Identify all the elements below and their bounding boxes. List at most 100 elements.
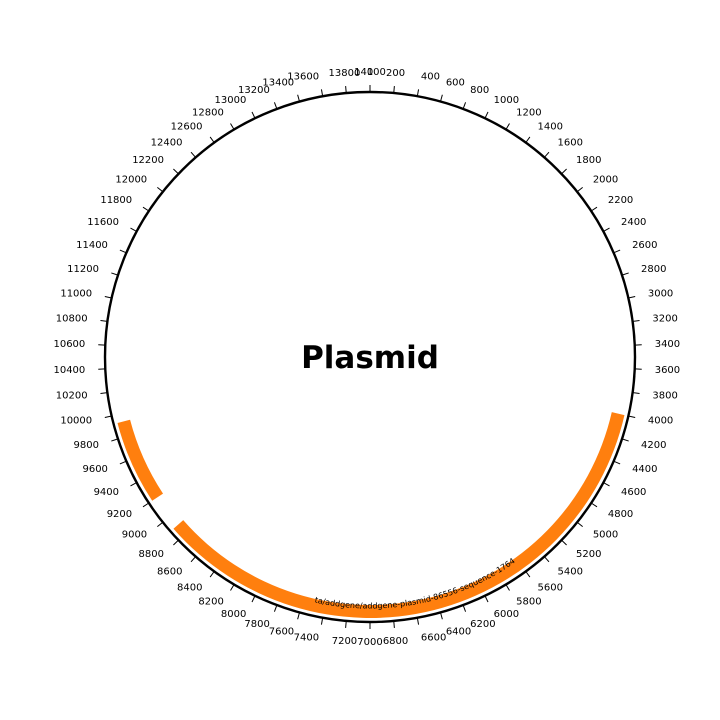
tick-label: 12600: [171, 121, 203, 132]
tick-label: 13600: [287, 72, 319, 83]
tick-mark: [590, 502, 598, 508]
tick-label: 4600: [621, 487, 646, 498]
tick-label: 2400: [621, 217, 646, 228]
tick-mark: [543, 556, 550, 563]
tick-label: 13200: [238, 85, 270, 96]
tick-mark: [190, 151, 197, 158]
tick-label: 800: [470, 85, 489, 96]
tick-label: 11000: [60, 289, 92, 300]
tick-label: 200: [386, 68, 405, 79]
tick-mark: [104, 295, 112, 299]
tick-label: 2600: [632, 240, 657, 251]
tick-label: 10200: [56, 390, 88, 401]
tick-label: 1: [367, 67, 373, 78]
tick-label: 7800: [244, 619, 269, 630]
tick-label: 1600: [558, 137, 583, 148]
tick-mark: [142, 206, 150, 212]
tick-mark: [209, 136, 215, 143]
tick-label: 3000: [648, 289, 673, 300]
tick-mark: [525, 571, 531, 578]
tick-label: 4400: [632, 464, 657, 475]
tick-label: 10400: [53, 365, 85, 376]
tick-mark: [142, 502, 150, 508]
tick-label: 13000: [215, 95, 247, 106]
tick-label: 3400: [655, 339, 680, 350]
tick-label: 11200: [67, 264, 99, 275]
tick-mark: [484, 595, 489, 603]
tick-mark: [613, 249, 621, 254]
tick-mark: [157, 187, 164, 193]
tick-mark: [111, 272, 119, 276]
tick-label: 6200: [470, 619, 495, 630]
tick-mark: [297, 612, 300, 620]
tick-label: 7000: [357, 637, 382, 648]
tick-label: 10600: [53, 339, 85, 350]
tick-label: 1200: [516, 107, 541, 118]
tick-label: 8000: [221, 609, 246, 620]
tick-mark: [440, 612, 443, 620]
tick-label: 13800: [329, 68, 361, 79]
tick-label: 6400: [446, 627, 471, 638]
tick-label: 1000: [494, 95, 519, 106]
tick-label: 12000: [115, 174, 147, 185]
tick-label: 600: [446, 77, 465, 88]
tick-label: 6000: [494, 609, 519, 620]
features: data/addgene/addgene-plasmid-86556-seque…: [0, 0, 625, 618]
tick-mark: [297, 94, 300, 102]
tick-label: 2200: [608, 195, 633, 206]
tick-label: 4200: [641, 440, 666, 451]
tick-label: 6800: [383, 636, 408, 647]
tick-label: 12800: [192, 107, 224, 118]
tick-mark: [416, 617, 420, 625]
tick-label: 14000: [354, 67, 386, 78]
tick-label: 10800: [56, 314, 88, 325]
tick-mark: [628, 415, 636, 419]
tick-label: 8600: [157, 567, 182, 578]
tick-mark: [100, 392, 108, 395]
tick-mark: [130, 227, 137, 232]
tick-mark: [613, 460, 621, 465]
plasmid-title: Plasmid: [301, 340, 439, 376]
tick-label: 11600: [87, 217, 119, 228]
tick-mark: [505, 584, 510, 591]
tick-mark: [632, 392, 640, 395]
tick-label: 400: [421, 72, 440, 83]
tick-mark: [505, 123, 510, 130]
tick-mark: [104, 415, 112, 419]
tick-mark: [251, 595, 256, 603]
tick-mark: [111, 438, 119, 442]
tick-mark: [416, 89, 420, 97]
tick-mark: [393, 86, 395, 94]
tick-mark: [345, 86, 347, 94]
tick-label: 6600: [421, 632, 446, 643]
tick-mark: [273, 102, 278, 110]
tick-mark: [462, 102, 467, 110]
tick-label: 1800: [576, 155, 601, 166]
tick-mark: [230, 584, 235, 591]
tick-label: 5600: [538, 583, 563, 594]
tick-label: 5000: [593, 530, 618, 541]
tick-mark: [576, 521, 583, 527]
tick-label: 9600: [82, 464, 107, 475]
tick-label: 4000: [648, 415, 673, 426]
tick-label: 11400: [76, 240, 108, 251]
tick-mark: [621, 438, 629, 442]
tick-mark: [632, 319, 640, 322]
tick-label: 1400: [538, 121, 563, 132]
tick-label: 7400: [294, 632, 319, 643]
tick-mark: [576, 187, 583, 193]
tick-mark: [230, 123, 235, 130]
tick-label: 4800: [608, 509, 633, 520]
tick-label: 12400: [151, 137, 183, 148]
tick-label: 11800: [100, 195, 132, 206]
tick-mark: [173, 168, 179, 175]
tick-label: 13400: [262, 77, 294, 88]
tick-mark: [209, 571, 215, 578]
tick-mark: [440, 94, 443, 102]
tick-label: 10000: [60, 415, 92, 426]
tick-label: 2800: [641, 264, 666, 275]
tick-label: 7200: [332, 636, 357, 647]
feature-arc: [173, 412, 625, 618]
tick-mark: [484, 111, 489, 119]
